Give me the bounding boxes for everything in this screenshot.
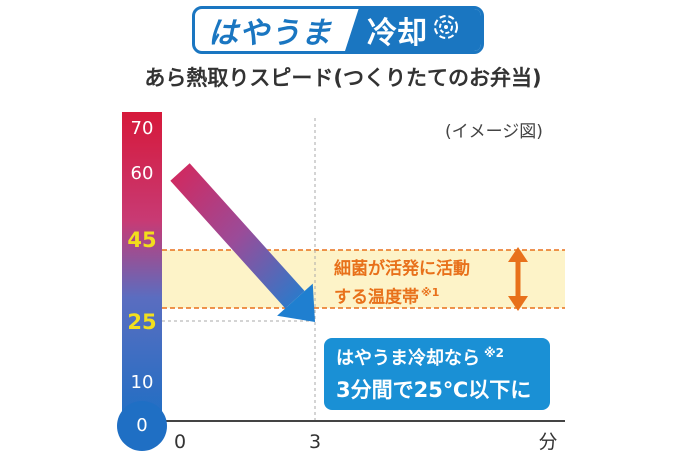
y-tick-label-60: 60 bbox=[131, 163, 154, 184]
x-tick-label-2: 分 bbox=[538, 431, 557, 453]
up-down-arrow-icon bbox=[508, 247, 528, 311]
thermometer-tube bbox=[122, 112, 162, 422]
x-tick-label-1: 3 bbox=[309, 431, 321, 453]
callout-box: はやうま冷却なら ※2 3分間で25℃以下に bbox=[324, 338, 550, 410]
danger-zone-line2: する温度帯 bbox=[334, 287, 419, 308]
image-note: (イメージ図) bbox=[445, 122, 543, 142]
chart-heading: あら熱取りスピード(つくりたてのお弁当) bbox=[144, 66, 542, 90]
callout-note: ※2 bbox=[484, 346, 505, 360]
x-tick-labels: 0 3 分 bbox=[174, 431, 558, 453]
danger-zone-note: ※1 bbox=[421, 286, 440, 299]
logo-text-right: 冷却 bbox=[367, 16, 427, 51]
cooling-arrow-head bbox=[277, 283, 315, 322]
y-tick-label-25: 25 bbox=[127, 310, 156, 334]
callout-line2: 3分間で25℃以下に bbox=[336, 378, 532, 402]
cooling-series bbox=[170, 163, 315, 322]
thermometer bbox=[117, 112, 167, 451]
swirl-icon bbox=[433, 13, 459, 48]
y-tick-label-45: 45 bbox=[127, 228, 156, 252]
danger-zone-band bbox=[162, 250, 565, 308]
cooling-arrow-shaft bbox=[170, 163, 305, 309]
hayauma-reikyaku-logo: はやうま 冷却 bbox=[192, 6, 484, 54]
callout-line1: はやうま冷却なら bbox=[336, 348, 480, 369]
danger-zone-label: 細菌が活発に活動 する温度帯 ※1 bbox=[334, 257, 470, 310]
y-tick-label-70: 70 bbox=[131, 118, 154, 139]
y-tick-label-10: 10 bbox=[131, 372, 154, 393]
logo-text-left: はやうま bbox=[208, 16, 332, 51]
danger-zone-line1: 細菌が活発に活動 bbox=[334, 259, 470, 279]
y-tick-label-0: 0 bbox=[136, 415, 147, 436]
thermometer-bulb bbox=[117, 401, 167, 451]
y-tick-labels: 70 60 45 25 10 0 bbox=[127, 118, 156, 436]
logo-badge: 冷却 bbox=[345, 9, 481, 51]
x-tick-label-0: 0 bbox=[174, 431, 186, 453]
